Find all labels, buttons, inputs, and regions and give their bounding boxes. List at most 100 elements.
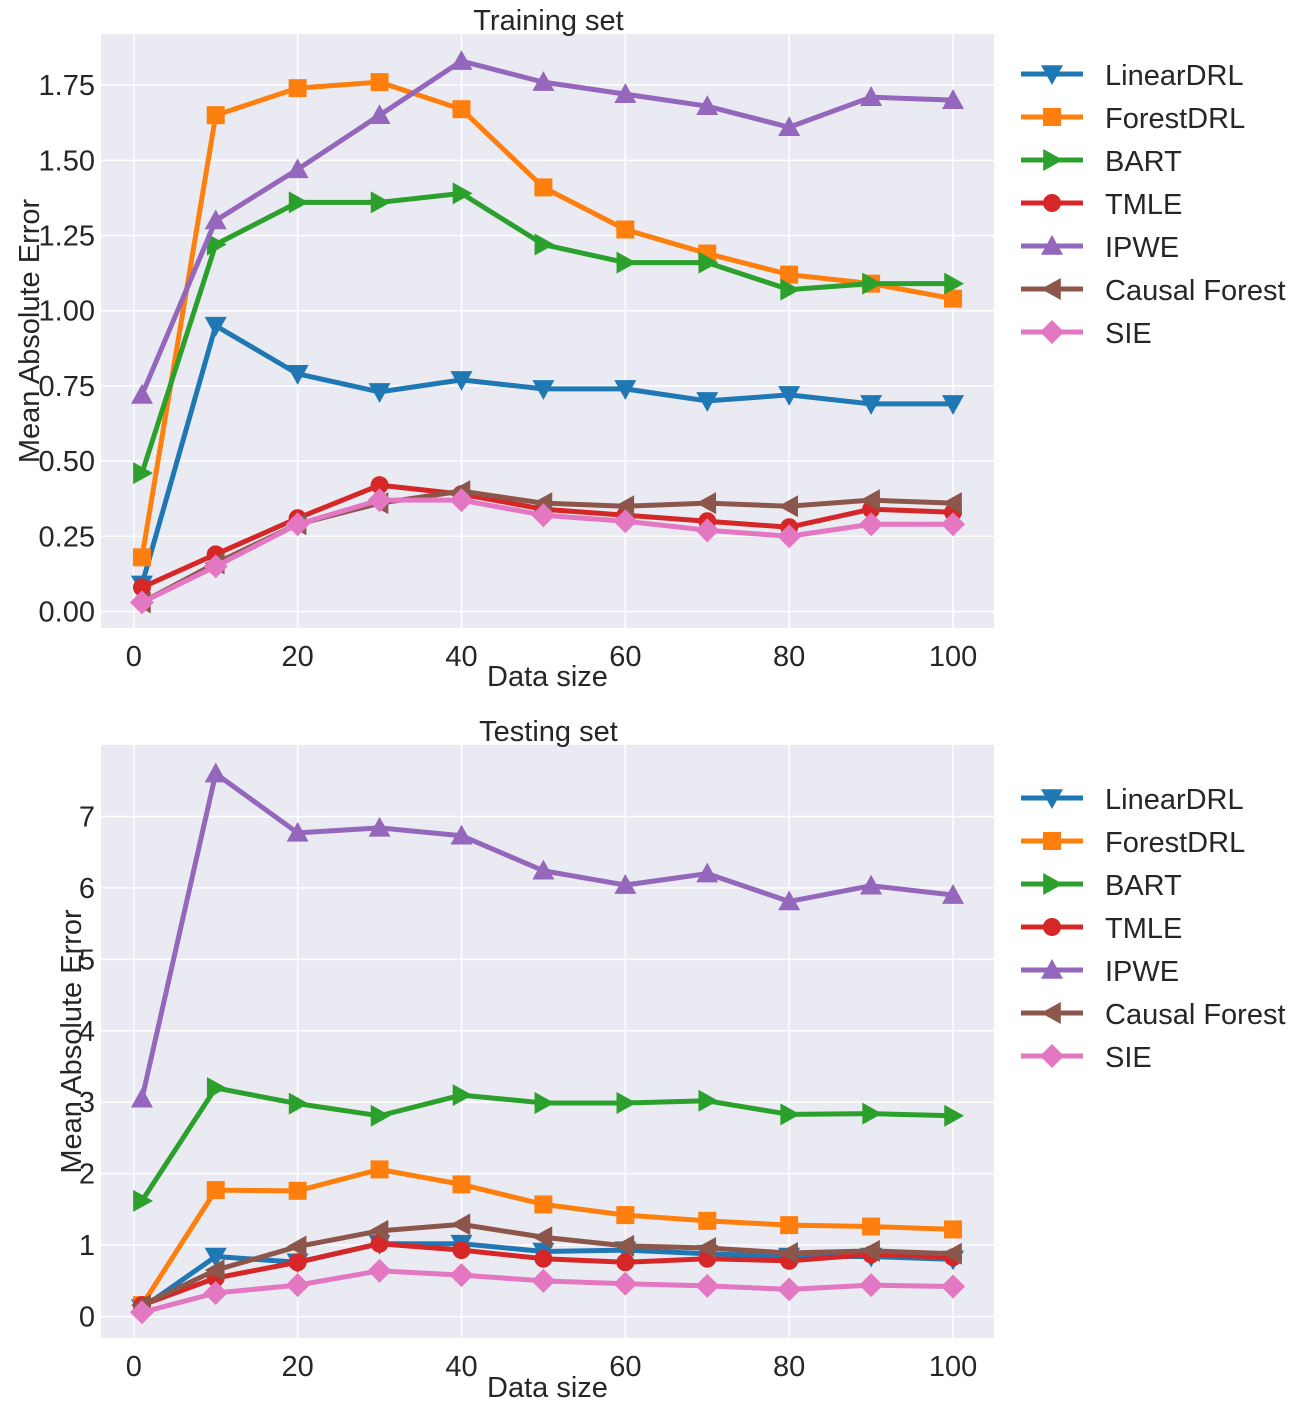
y-tick-label: 7 <box>79 801 95 833</box>
data-point <box>206 1181 225 1200</box>
data-point <box>696 492 717 515</box>
legend-marker <box>1041 789 1063 809</box>
data-point <box>206 1076 227 1099</box>
data-point <box>286 1235 307 1258</box>
data-point <box>370 191 391 214</box>
data-point <box>286 365 309 385</box>
chart-title: Testing set <box>479 716 618 748</box>
data-point <box>860 489 880 512</box>
legend-item: TMLE <box>1021 913 1182 945</box>
data-point <box>944 289 963 308</box>
data-point <box>534 1195 553 1214</box>
data-point <box>862 272 883 295</box>
data-point <box>616 1206 635 1225</box>
legend-marker <box>1041 959 1063 979</box>
y-tick-label: 5 <box>79 944 95 976</box>
legend-label: TMLE <box>1105 189 1182 221</box>
data-point <box>613 509 638 534</box>
legend-item: IPWE <box>1021 232 1179 264</box>
data-point <box>780 265 799 284</box>
legend-marker <box>1041 1002 1061 1024</box>
data-point <box>531 1268 556 1293</box>
x-tick-label: 100 <box>929 1351 977 1383</box>
data-point <box>534 1249 553 1268</box>
chart-2: 0 20 40 60 80 100 0 1 2 3 4 5 6 7 Testing set Data size… <box>56 716 1286 1404</box>
x-tick-label: 0 <box>126 641 142 673</box>
data-point <box>370 476 389 495</box>
legend-label: ForestDRL <box>1105 103 1245 135</box>
data-point <box>204 209 227 230</box>
legend-item: ForestDRL <box>1021 827 1245 859</box>
data-point <box>203 1280 228 1305</box>
legend-marker <box>1041 278 1061 300</box>
legend-label: LinearDRL <box>1105 60 1244 92</box>
data-point <box>452 1241 471 1260</box>
plot-area <box>101 34 994 628</box>
data-point <box>204 762 227 783</box>
data-point <box>452 182 473 205</box>
data-point <box>129 1300 154 1325</box>
data-point <box>780 1103 801 1126</box>
data-point <box>941 1274 966 1299</box>
data-point <box>780 278 801 301</box>
data-point <box>860 86 883 106</box>
data-point <box>285 512 310 537</box>
data-point <box>696 862 719 883</box>
data-point <box>695 1273 720 1298</box>
data-point <box>531 503 556 528</box>
legend-item: BART <box>1021 146 1182 178</box>
y-tick-label: 0.75 <box>39 371 95 403</box>
y-tick-label: 0.00 <box>39 596 95 628</box>
data-point <box>133 1189 153 1212</box>
data-point <box>368 104 391 125</box>
legend-item: LinearDRL <box>1021 784 1244 816</box>
data-point <box>696 392 719 412</box>
data-point <box>944 272 965 295</box>
data-point <box>616 1253 635 1272</box>
y-axis-label: Mean Absolute Error <box>56 909 88 1174</box>
data-point <box>860 874 883 895</box>
data-point <box>614 380 637 400</box>
data-point <box>450 371 473 391</box>
series-forestdrl <box>132 73 963 567</box>
data-point <box>859 512 884 537</box>
data-point <box>698 1211 717 1230</box>
data-point <box>450 1213 471 1236</box>
data-point <box>368 383 391 403</box>
data-point <box>286 158 309 179</box>
data-point <box>288 191 309 214</box>
data-point <box>942 89 965 109</box>
legend-label: IPWE <box>1105 232 1179 264</box>
x-tick-label: 20 <box>281 1351 313 1383</box>
data-point <box>288 1181 307 1200</box>
data-point <box>370 1160 389 1179</box>
y-tick-label: 1.50 <box>39 145 95 177</box>
legend-label: Causal Forest <box>1105 275 1286 307</box>
data-point <box>286 821 309 842</box>
data-point <box>696 95 719 115</box>
legend-marker <box>1041 65 1063 85</box>
data-point <box>616 220 635 239</box>
x-tick-label: 20 <box>281 641 313 673</box>
data-point <box>944 1220 963 1239</box>
y-tick-label: 4 <box>79 1016 95 1048</box>
data-point <box>133 462 153 485</box>
legend-label: BART <box>1105 146 1182 178</box>
data-point <box>367 488 392 513</box>
data-point <box>368 816 391 837</box>
legend-label: LinearDRL <box>1105 784 1244 816</box>
legend-item: TMLE <box>1021 189 1182 221</box>
legend-marker <box>1043 149 1063 171</box>
x-axis-label: Data size <box>487 661 608 693</box>
data-point <box>532 380 555 400</box>
series-bart <box>133 1076 965 1212</box>
data-point <box>204 1259 225 1282</box>
legend-marker <box>1043 832 1061 850</box>
data-point <box>285 1273 310 1298</box>
data-point <box>532 1226 553 1249</box>
data-point <box>942 884 965 904</box>
y-axis-label: Mean Absolute Error <box>14 198 46 463</box>
legend-marker <box>1040 320 1064 344</box>
legend-item: Causal Forest <box>1021 275 1286 307</box>
data-point <box>944 1104 965 1127</box>
